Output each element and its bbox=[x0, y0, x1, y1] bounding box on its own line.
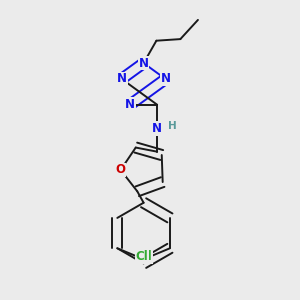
Text: H: H bbox=[168, 121, 177, 131]
Text: N: N bbox=[152, 122, 162, 135]
Text: Cl: Cl bbox=[135, 250, 148, 263]
Text: Cl: Cl bbox=[139, 250, 152, 263]
Text: N: N bbox=[117, 73, 127, 85]
Text: N: N bbox=[125, 98, 135, 111]
Text: O: O bbox=[116, 164, 126, 176]
Text: N: N bbox=[160, 73, 170, 85]
Text: N: N bbox=[139, 57, 148, 70]
